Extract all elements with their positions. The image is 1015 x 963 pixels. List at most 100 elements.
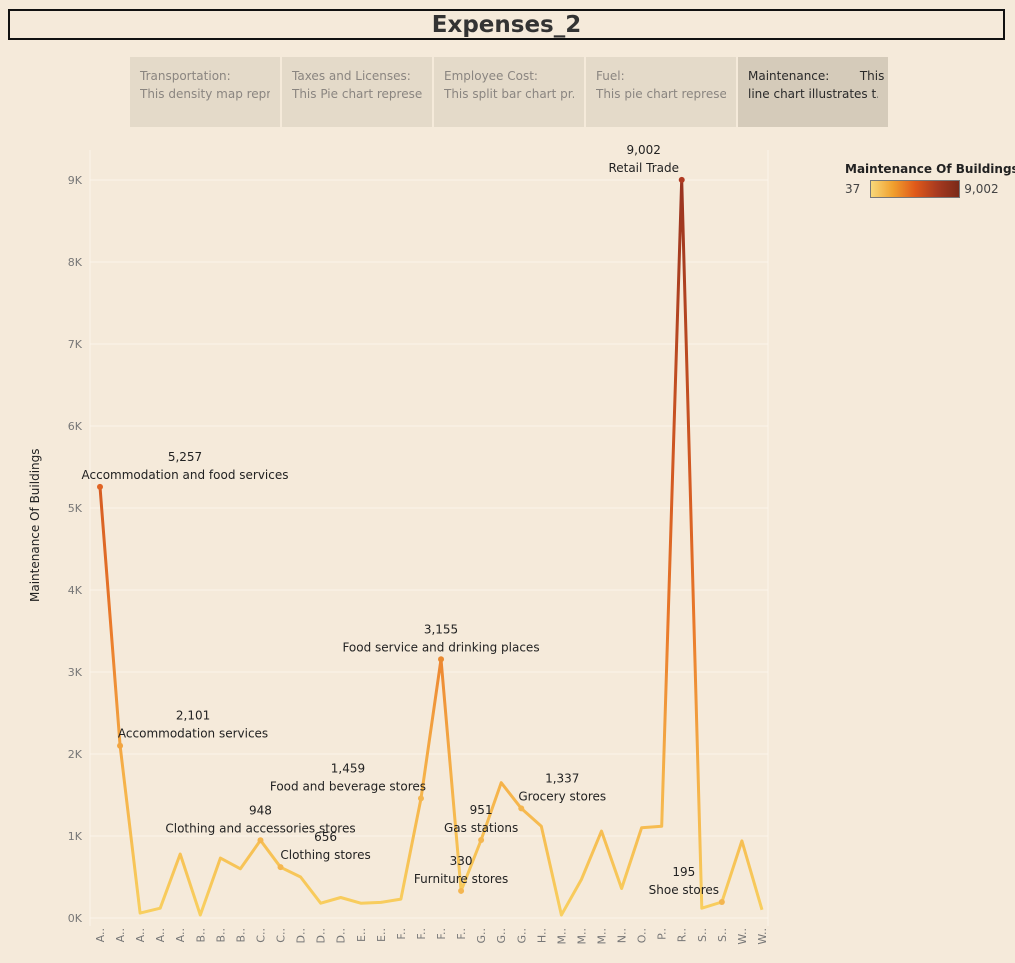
- color-legend: Maintenance Of Buildings.. 37 9,002: [845, 162, 1015, 198]
- x-tick-label: D..: [315, 928, 328, 943]
- y-tick-label: 7K: [68, 338, 83, 351]
- x-tick-label: B..: [214, 928, 227, 943]
- x-tick-label: P..: [656, 928, 669, 940]
- x-tick-label: G..: [515, 928, 528, 944]
- series-line: [98, 178, 764, 917]
- x-tick-label: C..: [254, 928, 267, 943]
- x-tick-label: G..: [475, 928, 488, 944]
- data-category-label: Gas stations: [444, 821, 518, 835]
- data-value-label: 948: [249, 803, 272, 817]
- dashboard-title: Expenses_2: [431, 11, 582, 38]
- y-tick-label: 3K: [68, 666, 83, 679]
- x-tick-label: N..: [616, 928, 629, 943]
- data-value-label: 195: [672, 865, 695, 879]
- y-tick-label: 9K: [68, 174, 83, 187]
- data-value-label: 3,155: [424, 622, 458, 636]
- y-tick-label: 4K: [68, 584, 83, 597]
- data-point: [718, 899, 725, 906]
- legend-title: Maintenance Of Buildings..: [845, 162, 1015, 176]
- data-point: [277, 864, 284, 871]
- data-point: [257, 837, 264, 844]
- data-value-label: 9,002: [627, 143, 661, 157]
- data-point: [458, 887, 465, 894]
- x-tick-label: E..: [355, 928, 368, 942]
- x-tick-label: E..: [375, 928, 388, 942]
- x-tick-label: W..: [736, 928, 749, 945]
- data-category-label: Furniture stores: [414, 872, 508, 886]
- legend-gradient: [870, 180, 961, 198]
- x-tick-label: M..: [575, 928, 588, 944]
- y-tick-label: 0K: [68, 912, 83, 925]
- x-tick-label: M..: [555, 928, 568, 944]
- data-category-label: Food service and drinking places: [342, 640, 539, 654]
- tab-desc: line chart illustrates t..: [748, 87, 878, 101]
- x-tick-label: O..: [636, 928, 649, 943]
- y-tick-label: 1K: [68, 830, 83, 843]
- x-tick-label: A..: [134, 928, 147, 942]
- data-point: [478, 837, 485, 844]
- x-tick-label: F..: [415, 928, 428, 940]
- tab-fuel[interactable]: Fuel: This pie chart represe..: [586, 57, 736, 127]
- legend-min: 37: [845, 182, 861, 196]
- x-tick-label: C..: [275, 928, 288, 943]
- x-tick-label: S..: [696, 928, 709, 942]
- data-point: [678, 176, 685, 183]
- x-tick-label: R..: [676, 928, 689, 942]
- data-category-label: Accommodation and food services: [82, 468, 289, 482]
- tab-desc: This pie chart represe..: [596, 87, 726, 101]
- x-tick-label: A..: [174, 928, 187, 942]
- tab-title: Fuel:: [596, 69, 625, 83]
- tab-desc: This density map repr..: [140, 87, 270, 101]
- data-category-label: Clothing stores: [280, 848, 370, 862]
- data-category-label: Food and beverage stores: [270, 779, 426, 793]
- data-value-label: 951: [470, 803, 493, 817]
- data-value-label: 330: [450, 854, 473, 868]
- title-box: Expenses_2: [8, 9, 1005, 40]
- data-point: [417, 795, 424, 802]
- x-tick-label: W..: [756, 928, 769, 945]
- data-category-label: Retail Trade: [608, 161, 679, 175]
- x-tick-label: B..: [194, 928, 207, 943]
- data-value-label: 1,337: [545, 771, 579, 785]
- data-point: [518, 805, 525, 812]
- tab-title: Transportation:: [140, 69, 231, 83]
- y-tick-label: 8K: [68, 256, 83, 269]
- x-tick-label: M..: [596, 928, 609, 944]
- x-tick-label: F..: [455, 928, 468, 940]
- x-tick-label: D..: [335, 928, 348, 943]
- x-tick-label: A..: [154, 928, 167, 942]
- y-tick-label: 6K: [68, 420, 83, 433]
- tab-title: Taxes and Licenses:: [292, 69, 411, 83]
- tab-employee-cost[interactable]: Employee Cost: This split bar chart pr..: [434, 57, 584, 127]
- data-value-label: 5,257: [168, 450, 202, 464]
- story-tabs: Transportation: This density map repr.. …: [130, 57, 890, 127]
- legend-max: 9,002: [964, 182, 999, 196]
- data-category-label: Clothing and accessories stores: [165, 821, 355, 835]
- data-point: [117, 742, 124, 749]
- data-value-label: 656: [314, 830, 337, 844]
- tab-desc: This split bar chart pr..: [444, 87, 574, 101]
- data-point: [438, 656, 445, 663]
- data-category-label: Accommodation services: [118, 727, 268, 741]
- x-tick-label: H..: [535, 928, 548, 943]
- tab-title: Employee Cost:: [444, 69, 538, 83]
- x-tick-label: S..: [716, 928, 729, 942]
- x-tick-label: A..: [114, 928, 127, 942]
- tab-transportation[interactable]: Transportation: This density map repr..: [130, 57, 280, 127]
- data-category-label: Shoe stores: [649, 883, 719, 897]
- x-tick-label: A..: [94, 928, 107, 942]
- x-tick-label: F..: [395, 928, 408, 940]
- tab-desc: This Pie chart represe..: [292, 87, 422, 101]
- data-point: [97, 483, 103, 490]
- tab-maintenance[interactable]: Maintenance: This line chart illustrates…: [738, 57, 888, 127]
- data-value-label: 2,101: [176, 709, 210, 723]
- x-tick-label: B..: [234, 928, 247, 943]
- data-category-label: Grocery stores: [518, 789, 606, 803]
- tab-taxes[interactable]: Taxes and Licenses: This Pie chart repre…: [282, 57, 432, 127]
- y-tick-label: 2K: [68, 748, 83, 761]
- y-tick-label: 5K: [68, 502, 83, 515]
- data-value-label: 1,459: [331, 761, 365, 775]
- x-tick-label: D..: [295, 928, 308, 943]
- x-tick-label: F..: [435, 928, 448, 940]
